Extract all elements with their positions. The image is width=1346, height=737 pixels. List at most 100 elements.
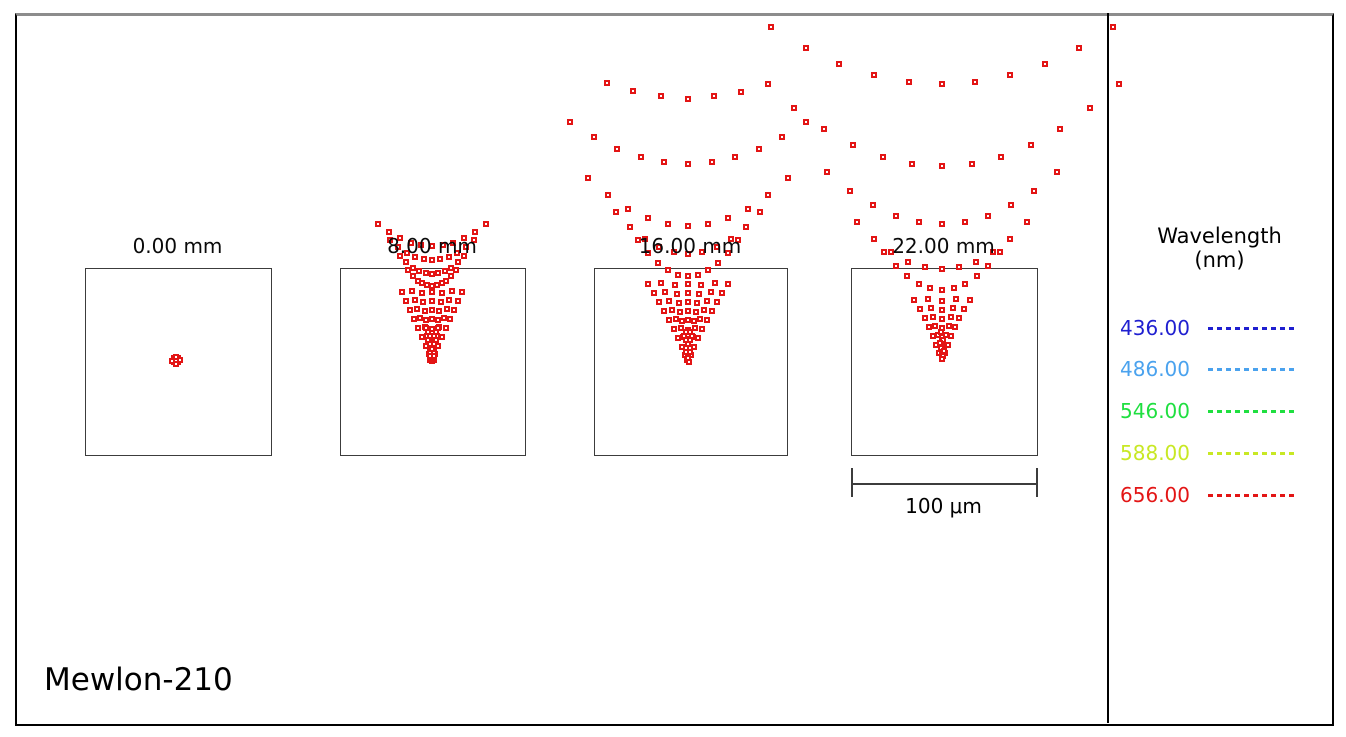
- spot-dot: [697, 316, 703, 322]
- spot-dot: [803, 45, 809, 51]
- spot-dot: [765, 192, 771, 198]
- spot-dot: [693, 309, 699, 315]
- legend-wavelength-value: 436.00: [1120, 316, 1190, 340]
- spot-box-field-3: [851, 268, 1038, 456]
- spot-dot: [699, 326, 705, 332]
- spot-dot: [665, 267, 671, 273]
- spot-dot: [951, 285, 957, 291]
- spot-dot: [881, 249, 887, 255]
- spot-dot: [658, 93, 664, 99]
- figure-frame: [15, 13, 1334, 726]
- spot-dot: [605, 192, 611, 198]
- spot-dot: [415, 325, 421, 331]
- spot-dot: [673, 316, 679, 322]
- spot-dot: [423, 317, 429, 323]
- spot-dot: [386, 229, 392, 235]
- spot-dot: [709, 159, 715, 165]
- spot-dot: [661, 159, 667, 165]
- spot-dot: [854, 219, 860, 225]
- spot-dot: [658, 280, 664, 286]
- spot-dot: [821, 126, 827, 132]
- legend-dash-line: [1208, 409, 1298, 413]
- spot-dot: [939, 298, 945, 304]
- spot-dot: [418, 242, 424, 248]
- spot-dot: [410, 273, 416, 279]
- spot-dot: [451, 307, 457, 313]
- spot-dot: [803, 119, 809, 125]
- spot-dot: [1028, 142, 1034, 148]
- spot-dot: [956, 315, 962, 321]
- spot-dot: [953, 296, 959, 302]
- spot-box-field-0: [85, 268, 272, 456]
- spot-dot: [939, 163, 945, 169]
- spot-dot: [704, 317, 710, 323]
- spot-dot: [429, 243, 435, 249]
- spot-dot: [429, 346, 435, 352]
- spot-dot: [403, 259, 409, 265]
- spot-dot: [375, 221, 381, 227]
- spot-dot: [757, 209, 763, 215]
- spot-box-field-1: [340, 268, 526, 456]
- spot-dot: [948, 333, 954, 339]
- spot-dot: [669, 307, 675, 313]
- legend-title-line2: (nm): [1194, 248, 1245, 272]
- spot-dot: [443, 278, 449, 284]
- spot-dot: [765, 81, 771, 87]
- spot-dot: [695, 272, 701, 278]
- spot-dot: [928, 305, 934, 311]
- spot-dot: [738, 89, 744, 95]
- spot-dot: [705, 267, 711, 273]
- spot-dot: [666, 298, 672, 304]
- spot-dot: [630, 88, 636, 94]
- legend-wavelength-value: 546.00: [1120, 399, 1190, 423]
- spot-dot: [1057, 126, 1063, 132]
- spot-dot: [436, 308, 442, 314]
- spot-dot: [871, 236, 877, 242]
- spot-dot: [743, 224, 749, 230]
- spot-dot: [677, 309, 683, 315]
- spot-dot: [656, 244, 662, 250]
- spot-dot: [412, 297, 418, 303]
- spot-dot: [926, 324, 932, 330]
- legend-title-line1: Wavelength: [1157, 224, 1282, 248]
- spot-dot: [685, 223, 691, 229]
- spot-dot: [459, 289, 465, 295]
- spot-dot: [397, 253, 403, 259]
- spot-dot: [905, 259, 911, 265]
- legend-title: Wavelength (nm): [1107, 224, 1332, 272]
- spot-dot: [173, 354, 179, 360]
- spot-dot: [625, 206, 631, 212]
- spot-dot: [409, 288, 415, 294]
- spot-dot: [939, 266, 945, 272]
- spot-dot: [938, 329, 944, 335]
- legend-entry-486: 486.00: [1110, 357, 1298, 381]
- spot-dot: [687, 329, 693, 335]
- spot-dot: [714, 299, 720, 305]
- spot-dot: [715, 260, 721, 266]
- spot-dot: [429, 271, 435, 277]
- spot-dot: [745, 206, 751, 212]
- spot-dot: [395, 244, 401, 250]
- legend-wavelength-value: 588.00: [1120, 441, 1190, 465]
- spot-dot: [638, 154, 644, 160]
- spot-dot: [443, 325, 449, 331]
- spot-dot: [407, 307, 413, 313]
- spot-dot: [645, 215, 651, 221]
- spot-dot: [725, 250, 731, 256]
- spot-dot: [871, 72, 877, 78]
- spot-dot: [699, 249, 705, 255]
- spot-dot: [666, 317, 672, 323]
- spot-dot: [939, 287, 945, 293]
- spot-dot: [998, 154, 1004, 160]
- spot-dot: [437, 256, 443, 262]
- legend-entry-546: 546.00: [1110, 399, 1298, 423]
- spot-dot: [399, 289, 405, 295]
- spot-dot: [950, 305, 956, 311]
- spot-dot: [870, 202, 876, 208]
- spot-dot: [932, 323, 938, 329]
- spot-dot: [656, 299, 662, 305]
- spot-dot: [173, 361, 179, 367]
- spot-dot: [695, 335, 701, 341]
- spot-dot: [685, 251, 691, 257]
- spot-dot: [449, 288, 455, 294]
